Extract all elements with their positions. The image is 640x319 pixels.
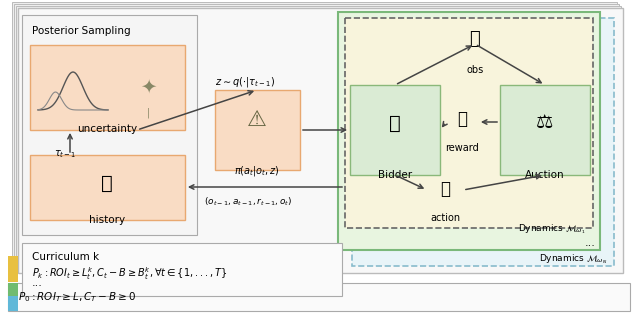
Text: $P_k: ROI_t \geq L_t^k, C_t - B \geq B_t^k, \forall t \in \{1,...,T\}$: $P_k: ROI_t \geq L_t^k, C_t - B \geq B_t… — [32, 265, 227, 282]
Text: ...: ... — [584, 238, 595, 248]
Bar — [215, 90, 300, 170]
Text: 💲: 💲 — [440, 180, 450, 198]
Bar — [14, 4, 619, 269]
Text: Bidder: Bidder — [378, 170, 412, 180]
Text: 🙋: 🙋 — [389, 114, 401, 132]
Bar — [350, 85, 440, 175]
Text: ✦: ✦ — [140, 78, 156, 97]
Bar — [8, 283, 18, 296]
Text: obs: obs — [467, 65, 484, 75]
Text: ...: ... — [32, 278, 43, 288]
Text: Curriculum k: Curriculum k — [32, 252, 99, 262]
Bar — [30, 155, 185, 220]
Text: Dynamics $\mathcal{M}_{\omega_N}$: Dynamics $\mathcal{M}_{\omega_N}$ — [539, 252, 607, 265]
Text: $z \sim q(\cdot|\tau_{t-1})$: $z \sim q(\cdot|\tau_{t-1})$ — [215, 75, 275, 89]
Bar — [338, 12, 600, 250]
Text: $P_0: ROI_T \geq L, C_T - B \geq 0$: $P_0: ROI_T \geq L, C_T - B \geq 0$ — [18, 290, 136, 304]
Text: uncertainty: uncertainty — [77, 124, 137, 134]
Text: 🔍: 🔍 — [470, 30, 481, 48]
Text: reward: reward — [445, 143, 479, 153]
Bar — [30, 45, 185, 130]
Text: ⭐: ⭐ — [457, 110, 467, 128]
Bar — [8, 296, 18, 311]
Text: Dynamics $\mathcal{M}_{\omega_1}$: Dynamics $\mathcal{M}_{\omega_1}$ — [518, 222, 585, 235]
Bar — [8, 256, 18, 282]
Text: ⚠: ⚠ — [247, 110, 267, 130]
Bar — [16, 6, 621, 271]
Text: $\tau_{t-1}$: $\tau_{t-1}$ — [54, 148, 77, 160]
Text: Auction: Auction — [525, 170, 565, 180]
Bar — [500, 85, 590, 175]
Bar — [22, 243, 342, 296]
Text: history: history — [89, 215, 125, 225]
Bar — [12, 2, 617, 267]
Bar — [22, 15, 197, 235]
Bar — [345, 18, 593, 228]
Text: $(o_{t-1}, a_{t-1}, r_{t-1}, o_t)$: $(o_{t-1}, a_{t-1}, r_{t-1}, o_t)$ — [204, 195, 292, 207]
Text: 🗄: 🗄 — [101, 174, 113, 192]
Text: Posterior Sampling: Posterior Sampling — [32, 26, 131, 36]
Bar — [18, 8, 623, 273]
Text: $\pi(a_t|o_t, z)$: $\pi(a_t|o_t, z)$ — [234, 164, 280, 178]
Text: action: action — [430, 213, 460, 223]
Bar — [352, 18, 614, 266]
Text: ⚖: ⚖ — [536, 114, 554, 132]
Bar — [8, 283, 630, 311]
Text: |: | — [147, 107, 150, 117]
